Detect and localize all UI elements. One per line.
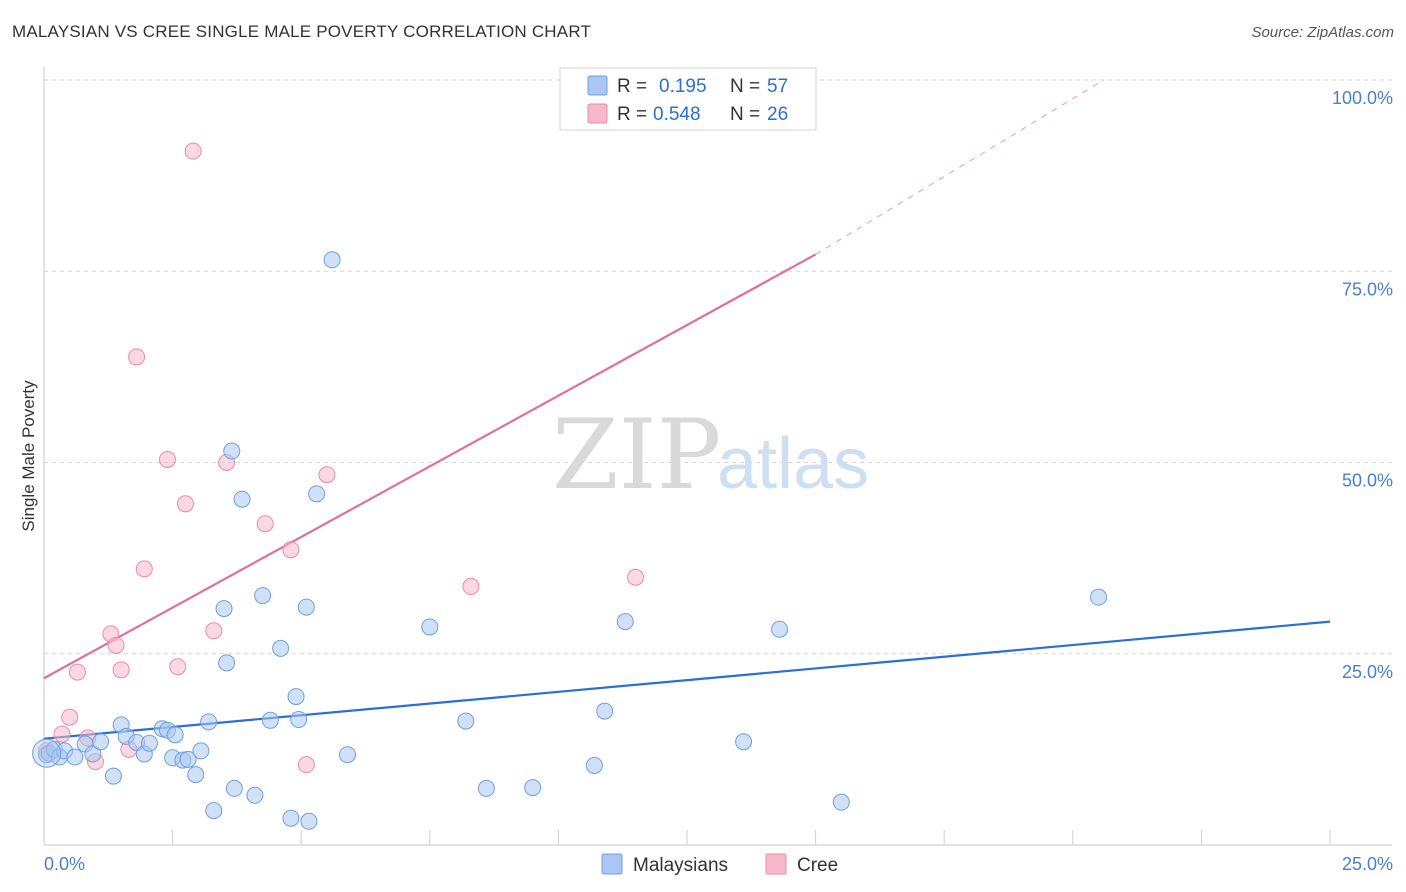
legend-swatch-malaysians bbox=[587, 75, 608, 96]
malaysian-point bbox=[205, 802, 223, 820]
cree-point bbox=[68, 663, 86, 681]
malaysian-point bbox=[596, 702, 614, 720]
legend-r-label: R = bbox=[617, 76, 647, 97]
malaysian-point bbox=[218, 654, 236, 672]
malaysian-point bbox=[735, 733, 753, 751]
chart-title: MALAYSIAN VS CREE SINGLE MALE POVERTY CO… bbox=[12, 22, 592, 41]
watermark: ZIP atlas bbox=[552, 399, 869, 511]
malaysian-point bbox=[300, 812, 318, 830]
y-tick-label: 100.0% bbox=[1332, 88, 1393, 108]
bottom-legend-cree[interactable]: Cree bbox=[797, 855, 838, 876]
trend-lines bbox=[43, 79, 1331, 740]
malaysian-point bbox=[233, 490, 251, 508]
malaysian-points bbox=[32, 251, 1108, 830]
malaysian-point bbox=[616, 613, 634, 631]
y-tick-label: 75.0% bbox=[1342, 279, 1393, 299]
legend-n-malaysians: 57 bbox=[767, 76, 788, 97]
cree-point bbox=[112, 661, 130, 679]
malaysian-point bbox=[308, 485, 326, 503]
x-tick-label-min: 0.0% bbox=[44, 854, 85, 874]
malaysian-point bbox=[246, 786, 264, 804]
y-tick-label: 50.0% bbox=[1342, 471, 1393, 491]
stats-legend: R = 0.195 N = 57 R = 0.548 N = 26 bbox=[559, 67, 817, 131]
malaysian-point bbox=[297, 598, 315, 616]
y-tick-labels: 25.0% 50.0% 75.0% 100.0% bbox=[1332, 88, 1393, 682]
cree-point bbox=[282, 541, 300, 559]
legend-r-malaysians: 0.195 bbox=[659, 76, 707, 97]
cree-point bbox=[158, 450, 176, 468]
malaysian-point bbox=[66, 748, 84, 766]
malaysian-point bbox=[832, 793, 850, 811]
malaysian-point bbox=[272, 639, 290, 657]
y-tick-label: 25.0% bbox=[1342, 662, 1393, 682]
malaysian-point bbox=[32, 738, 62, 768]
malaysian-point bbox=[254, 587, 272, 605]
legend-n-cree: 26 bbox=[767, 104, 788, 125]
cree-point bbox=[297, 756, 315, 774]
bottom-legend-swatch-cree[interactable] bbox=[765, 853, 787, 875]
malaysian-point bbox=[223, 442, 241, 460]
malaysian-point bbox=[477, 779, 495, 797]
malaysian-point bbox=[179, 750, 197, 768]
malaysian-point bbox=[524, 779, 542, 797]
series-legend: Malaysians Cree bbox=[601, 853, 838, 876]
malaysian-point bbox=[338, 746, 356, 764]
malaysians-trend-line bbox=[43, 620, 1331, 740]
cree-point bbox=[169, 658, 187, 676]
cree-point bbox=[107, 636, 125, 654]
malaysian-point bbox=[140, 734, 158, 752]
cree-point bbox=[462, 577, 480, 595]
malaysian-point bbox=[192, 742, 210, 760]
malaysian-point bbox=[282, 809, 300, 827]
x-axis-ticks bbox=[172, 830, 1331, 845]
malaysian-point bbox=[84, 745, 102, 763]
legend-r-cree: 0.548 bbox=[653, 104, 701, 125]
x-tick-label-max: 25.0% bbox=[1342, 854, 1393, 874]
cree-point bbox=[176, 495, 194, 513]
malaysian-point bbox=[200, 713, 218, 731]
cree-point bbox=[256, 515, 274, 533]
watermark-zip: ZIP bbox=[552, 399, 721, 511]
malaysian-point bbox=[287, 688, 305, 706]
cree-point bbox=[61, 708, 79, 726]
cree-trend-line bbox=[43, 253, 817, 680]
legend-n-label: N = bbox=[730, 104, 760, 125]
malaysian-point bbox=[323, 251, 341, 269]
y-axis-label: Single Male Poverty bbox=[19, 380, 38, 532]
cree-point bbox=[128, 348, 146, 366]
cree-point bbox=[627, 568, 645, 586]
grid-lines bbox=[44, 79, 1392, 655]
legend-r-label: R = bbox=[617, 104, 647, 125]
malaysian-point bbox=[290, 711, 308, 729]
malaysian-point bbox=[104, 767, 122, 785]
malaysian-point bbox=[771, 620, 789, 638]
legend-n-label: N = bbox=[730, 76, 760, 97]
malaysian-point bbox=[166, 726, 184, 744]
cree-point bbox=[318, 466, 336, 484]
cree-trend-extrapolation bbox=[815, 79, 1104, 255]
cree-point bbox=[184, 142, 202, 160]
source-label: Source: ZipAtlas.com bbox=[1251, 24, 1394, 41]
cree-point bbox=[53, 725, 71, 743]
malaysian-point bbox=[215, 600, 233, 618]
watermark-atlas: atlas bbox=[717, 424, 869, 504]
malaysian-point bbox=[457, 712, 475, 730]
cree-point bbox=[205, 622, 223, 640]
malaysian-point bbox=[92, 733, 110, 751]
malaysian-point bbox=[187, 766, 205, 784]
legend-swatch-cree bbox=[587, 103, 608, 124]
malaysian-point bbox=[421, 618, 439, 636]
malaysian-point bbox=[1090, 588, 1108, 606]
bottom-legend-malaysians[interactable]: Malaysians bbox=[633, 855, 728, 876]
malaysian-point bbox=[261, 711, 279, 729]
cree-point bbox=[135, 560, 153, 578]
bottom-legend-swatch-malaysians[interactable] bbox=[601, 853, 623, 875]
malaysian-point bbox=[585, 756, 603, 774]
malaysian-point bbox=[225, 779, 243, 797]
